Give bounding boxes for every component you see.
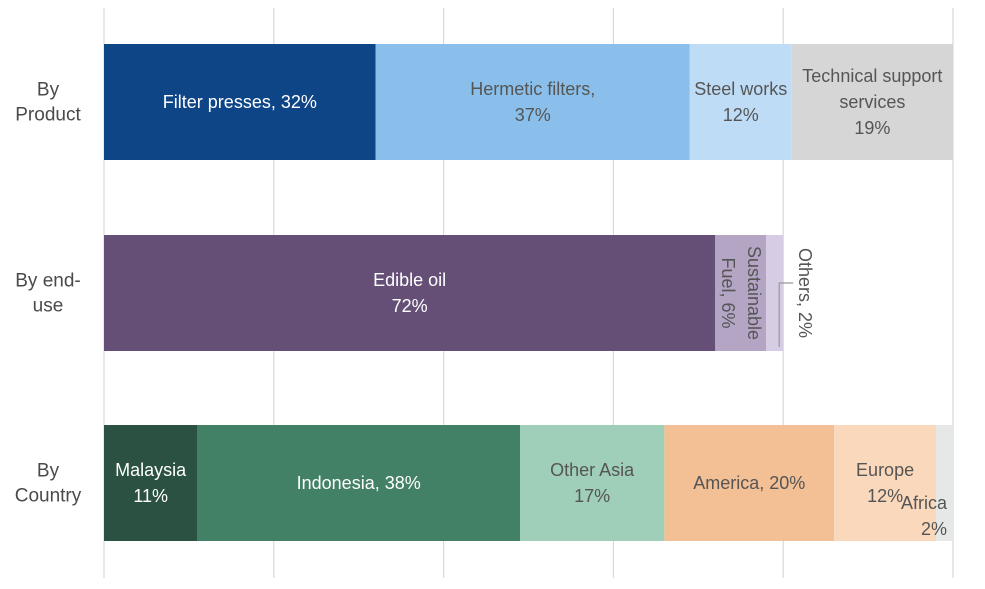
category-line: Country — [15, 486, 82, 507]
data-label: Other Asia 17% — [550, 460, 635, 506]
label-line: 12% — [723, 105, 759, 125]
leader-line — [778, 282, 794, 347]
data-label: Others, 2% — [795, 248, 815, 338]
label-line: Sustainable — [744, 246, 764, 340]
data-label: America, 20% — [693, 473, 805, 493]
data-label: Hermetic filters, 37% — [470, 79, 595, 125]
bar-segment — [520, 425, 665, 541]
label-line: Europe — [856, 460, 914, 480]
data-label: Edible oil 72% — [373, 270, 446, 316]
data-label: Technical support services 19% — [802, 66, 942, 138]
label-line: Malaysia — [115, 460, 187, 480]
label-line: Filter presses, 32% — [163, 92, 317, 112]
bar-segment — [664, 425, 835, 541]
label-line: 11% — [133, 486, 168, 506]
bar-group: Edible oil 72% Sustainable Fuel, 6% Others, … — [104, 235, 815, 351]
bar-segment — [375, 44, 690, 160]
category-labels: By Product By end-use By Country — [15, 80, 82, 507]
label-line: 37% — [515, 105, 551, 125]
label-line: 19% — [854, 118, 890, 138]
label-line: Hermetic filters, — [470, 79, 595, 99]
bar-group: Malaysia 11% Indonesia, 38% Other Asia 17% Am… — [104, 425, 953, 541]
category-line: By end- — [15, 271, 80, 292]
label-line: services — [839, 92, 905, 112]
bar-segment — [766, 235, 784, 351]
category-line: By — [37, 80, 60, 101]
label-line: America, 20% — [693, 473, 805, 493]
category-line: use — [33, 296, 64, 317]
label-line: 17% — [574, 486, 610, 506]
label-line: Africa — [901, 493, 948, 513]
category-label: By end-use — [15, 271, 80, 317]
label-line: Fuel, 6% — [718, 257, 738, 328]
data-label: Sustainable Fuel, 6% — [718, 246, 764, 340]
bar-segment — [689, 44, 792, 160]
bar-segment — [104, 44, 376, 160]
bar-segment — [715, 235, 767, 351]
label-line: 12% — [867, 486, 903, 506]
label-line: Steel works — [694, 79, 787, 99]
label-line: Technical support — [802, 66, 942, 86]
label-line: 72% — [392, 296, 428, 316]
bar-segment — [104, 235, 716, 351]
bar-segment — [936, 425, 953, 541]
bar-groups: Filter presses, 32% Hermetic filters, 37% S… — [104, 44, 953, 541]
data-label: Filter presses, 32% — [163, 92, 317, 112]
label-line: Edible oil — [373, 270, 446, 290]
data-label: Malaysia 11% — [115, 460, 187, 506]
data-label: Europe 12% — [856, 460, 914, 506]
data-label: Indonesia, 38% — [297, 473, 421, 493]
category-line: Product — [15, 105, 81, 126]
data-label: Steel works 12% — [694, 79, 787, 125]
category-line: By — [37, 461, 60, 482]
bar-group: Filter presses, 32% Hermetic filters, 37% S… — [104, 44, 953, 160]
bar-segment — [104, 425, 198, 541]
label-line: Other Asia — [550, 460, 635, 480]
bar-segment — [834, 425, 937, 541]
bar-segment — [791, 44, 953, 160]
category-label: By Product — [15, 80, 81, 126]
label-line: Others, 2% — [795, 248, 815, 338]
bar-segment — [197, 425, 521, 541]
label-line: 2% — [921, 519, 947, 539]
category-label: By Country — [15, 461, 82, 507]
data-label: Africa 2% — [901, 493, 948, 539]
label-line: Indonesia, 38% — [297, 473, 421, 493]
